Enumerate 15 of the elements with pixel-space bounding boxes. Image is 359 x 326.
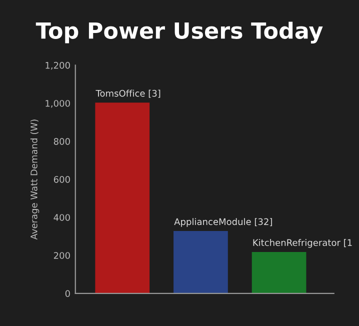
x-tick-label: ApplianceModule [32]	[174, 218, 272, 227]
y-tick-label: 800	[54, 138, 70, 145]
y-axis-title: Average Watt Demand (W)	[30, 120, 40, 240]
y-tick-label: 400	[54, 214, 70, 221]
bar	[174, 231, 228, 294]
x-tick-label: KitchenRefrigerator [1	[253, 239, 352, 248]
chart-title: Top Power Users Today	[36, 22, 323, 44]
bar	[95, 102, 150, 294]
y-tick-label: 600	[54, 176, 70, 183]
x-tick-label: TomsOffice [3]	[96, 90, 160, 98]
y-tick-label: 1,000	[46, 100, 70, 108]
bar	[252, 252, 306, 294]
y-tick-label: 1,200	[46, 62, 70, 70]
y-tick-label: 0	[65, 290, 70, 297]
y-tick-label: 200	[54, 252, 70, 259]
